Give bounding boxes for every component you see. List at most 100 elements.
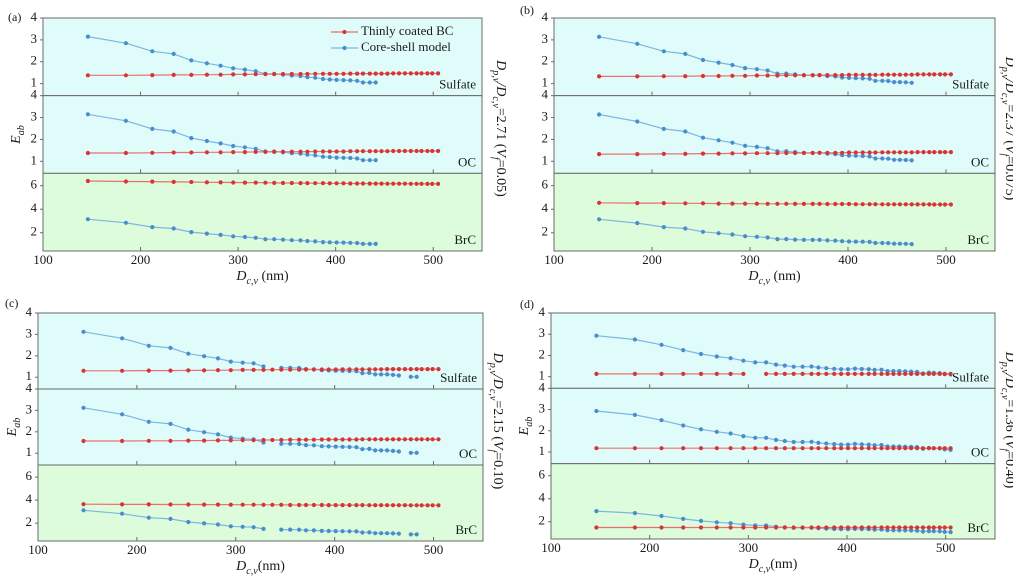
thinly-coated-point [879, 371, 884, 376]
thinly-coated-point [683, 201, 688, 206]
core-shell-point [319, 528, 324, 534]
subplot-name-label: BrC [967, 232, 989, 247]
core-shell-point [825, 238, 830, 243]
thinly-coated-point [859, 525, 864, 530]
core-shell-point [832, 366, 837, 371]
thinly-coated-point [635, 201, 640, 206]
core-shell-point [408, 532, 413, 537]
thinly-coated-point [784, 73, 789, 78]
core-shell-point [218, 141, 223, 146]
x-tick-label: 300 [739, 540, 759, 555]
core-shell-point [408, 450, 413, 455]
thinly-coated-point [833, 150, 838, 155]
thinly-coated-point [765, 73, 770, 78]
thinly-coated-point [714, 446, 719, 451]
thinly-coated-point [743, 201, 748, 206]
core-shell-point [866, 442, 871, 447]
core-shell-point [728, 356, 733, 361]
thinly-coated-point [347, 437, 352, 442]
thinly-coated-point [120, 502, 125, 507]
x-axis-title-part: D [235, 269, 246, 284]
size-ratio-annotation-part: =2.71 ( [493, 108, 508, 149]
thinly-coated-point [251, 438, 256, 443]
thinly-coated-point [297, 502, 302, 508]
thinly-coated-point [419, 71, 424, 76]
core-shell-point [289, 238, 294, 243]
subplot-brc: 2 4 6 BrC [542, 172, 996, 252]
thinly-coated-point [920, 446, 926, 451]
y-tick-label: 3 [31, 31, 38, 46]
thinly-coated-point [430, 71, 435, 76]
core-shell-point [168, 421, 173, 426]
core-shell-point [253, 146, 258, 151]
core-shell-point [681, 423, 686, 428]
y-tick-label: 1 [539, 443, 546, 458]
thinly-coated-point [852, 371, 858, 376]
core-shell-point [903, 80, 908, 85]
plot-background [551, 388, 995, 464]
thinly-coated-point [360, 367, 365, 372]
size-ratio-annotation-part: =0.10) [490, 452, 505, 489]
size-ratio-annotation-part: c,v [490, 96, 501, 108]
core-shell-point [716, 231, 721, 236]
x-axis-title: Dc,v(nm) [235, 559, 285, 576]
thinly-coated-point [942, 150, 948, 155]
thinly-coated-point [853, 150, 858, 155]
thinly-coated-point [892, 72, 897, 77]
core-shell-point [341, 78, 346, 83]
subplot-name-label: BrC [455, 522, 477, 537]
panel-label: (c) [5, 296, 18, 310]
y-tick-label: 4 [542, 9, 549, 24]
thinly-coated-point [765, 201, 770, 206]
thinly-coated-point [853, 72, 858, 77]
thinly-coated-point [261, 502, 266, 507]
core-shell-point [373, 372, 378, 377]
core-shell-point [886, 156, 891, 161]
size-ratio-annotation-part: V [1002, 440, 1013, 450]
y-tick-label: 2 [31, 224, 38, 239]
thinly-coated-point [840, 73, 845, 78]
legend-item: Core-shell model [331, 39, 451, 54]
y-axis-title: Eab [9, 125, 27, 145]
thinly-coated-point [810, 73, 815, 78]
core-shell-point [632, 412, 638, 417]
thinly-coated-point [270, 367, 275, 372]
thinly-coated-point [189, 150, 194, 155]
core-shell-point [635, 41, 640, 46]
core-shell-point [272, 237, 277, 242]
core-shell-point [892, 157, 897, 162]
thinly-coated-point [419, 437, 424, 442]
thinly-coated-point [334, 149, 339, 154]
subplot-oc: 1 2 3 4 OC [542, 87, 996, 174]
thinly-coated-point [594, 371, 599, 376]
thinly-coated-point [938, 202, 943, 207]
subplot-name-label: OC [459, 446, 477, 461]
thinly-coated-point [355, 149, 360, 154]
thinly-coated-point [430, 367, 435, 372]
thinly-coated-point [773, 525, 779, 530]
panel-a: (a) 1 2 3 4 Sulfate 1 2 3 4 OC 2 4 6 BrC 100 200 300 400 50… [8, 9, 508, 287]
thinly-coated-point [681, 371, 686, 376]
thinly-coated-point [218, 180, 223, 185]
thinly-coated-point [730, 151, 735, 156]
core-shell-point [765, 235, 770, 240]
core-shell-point [279, 441, 284, 446]
core-shell-point [215, 356, 221, 361]
core-shell-point [845, 367, 851, 372]
thinly-coated-point [714, 525, 719, 530]
thinly-coated-point [215, 502, 221, 507]
thinly-coated-point [373, 71, 378, 76]
core-shell-point [765, 146, 770, 151]
size-ratio-annotation-part: D [493, 59, 508, 70]
thinly-coated-point [892, 150, 897, 155]
x-axis-title: Dc,v(nm) [748, 557, 798, 575]
core-shell-point [683, 51, 688, 57]
core-shell-point [319, 444, 324, 449]
thinly-coated-point [123, 150, 128, 156]
x-tick-label: 300 [228, 252, 248, 267]
thinly-coated-point [303, 437, 309, 442]
thinly-coated-point [408, 503, 413, 508]
subplot-name-label: Sulfate [439, 77, 476, 92]
core-shell-point [716, 60, 721, 65]
